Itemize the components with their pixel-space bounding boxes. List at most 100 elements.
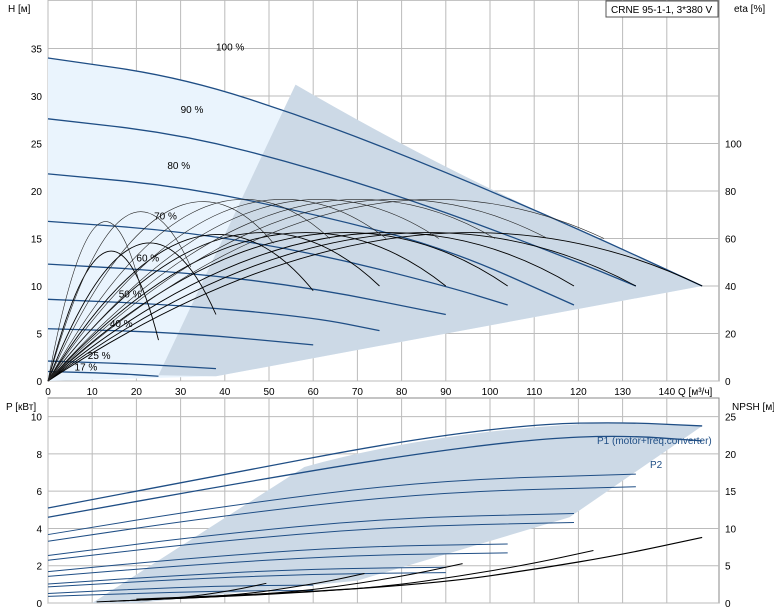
efficiency-curve <box>47 199 330 382</box>
y-tick-label: 0 <box>36 599 42 610</box>
power-ylabel: P [кВт] <box>6 402 36 413</box>
y2-tick-label: 5 <box>725 562 731 573</box>
y2-tick-label: 20 <box>725 330 737 341</box>
efficiency-curve <box>47 199 548 382</box>
y-tick-label: 15 <box>31 235 43 246</box>
curve-label: 70 % <box>154 212 177 223</box>
y-tick-label: 35 <box>31 45 43 56</box>
head-curves: 100 % 90 % 80 % 70 % 60 % 50 % 40 % 25 %17 % <box>47 42 703 382</box>
npsh-curve <box>96 582 267 603</box>
efficiency-curve <box>47 232 575 382</box>
y-tick-label: 6 <box>36 487 42 498</box>
power-curve <box>47 521 574 561</box>
y-tick-label: 25 <box>31 140 43 151</box>
p2-series-label: P2 <box>650 460 663 471</box>
power-operating-region <box>92 422 703 603</box>
npsh-ylabel: NPSH [м] <box>732 402 774 413</box>
efficiency-curve <box>47 232 447 382</box>
x-tick-label: 10 <box>87 387 99 398</box>
efficiency-curve <box>47 199 439 382</box>
x-tick-label: 110 <box>526 387 542 398</box>
x-tick-label: 20 <box>131 387 143 398</box>
y2-tick-label: 0 <box>725 599 731 610</box>
y2-tick-label: 15 <box>725 487 737 498</box>
head-curve <box>47 57 703 287</box>
power-curve <box>47 589 314 597</box>
curve-label: 25 % <box>88 351 111 362</box>
operating-region-dark <box>158 84 703 377</box>
x-tick-label: 60 <box>308 387 320 398</box>
head-curve <box>47 328 314 346</box>
power-curve <box>47 543 508 573</box>
curve-label: 60 % <box>136 253 159 264</box>
curve-label: 80 % <box>167 161 190 172</box>
head-title-box: CRNE 95-1-1, 3*380 V <box>605 0 719 18</box>
y-tick-label: 10 <box>31 413 43 424</box>
y2-tick-label: 60 <box>725 235 737 246</box>
efficiency-curve <box>47 199 605 382</box>
power-panel: 0 2 4 6 8 10 0 5 10 15 20 25 P [кВт] NPSH [м] P1 (m… <box>6 397 774 610</box>
power-curve <box>47 566 446 585</box>
x-tick-label: 30 <box>175 387 187 398</box>
head-ylabel: H [м] <box>8 4 31 15</box>
efficiency-curve <box>47 199 496 382</box>
x-tick-label: 40 <box>219 387 231 398</box>
power-curve <box>47 572 446 588</box>
power-curves <box>47 422 703 603</box>
x-tick-label: 130 <box>614 387 631 398</box>
power-curve <box>47 584 314 594</box>
efficiency-curve <box>47 232 637 382</box>
efficiency-curve <box>47 211 192 382</box>
y-tick-label: 2 <box>36 562 42 573</box>
curve-label: 17 % <box>75 363 98 374</box>
power-curve <box>47 486 636 542</box>
y2-tick-label: 100 <box>725 140 742 151</box>
y2-tick-label: 10 <box>725 524 737 535</box>
y-tick-label: 0 <box>36 377 42 388</box>
y2-tick-label: 20 <box>725 450 737 461</box>
y-tick-label: 10 <box>31 282 43 293</box>
title-box <box>605 0 719 18</box>
x-tick-label: 90 <box>440 387 452 398</box>
x-tick-label: 120 <box>570 387 587 398</box>
y2-tick-label: 80 <box>725 187 737 198</box>
efficiency-curve <box>47 199 387 382</box>
power-axis-ticks: 0 2 4 6 8 10 0 5 10 15 20 25 <box>31 413 737 610</box>
curve-label: 40 % <box>110 319 133 330</box>
x-tick-label: 140 <box>658 387 675 398</box>
p1-series-label: P1 (motor+freq.converter) <box>597 436 712 447</box>
x-tick-label: 80 <box>396 387 408 398</box>
power-curve <box>47 422 703 509</box>
head-axis-ticks: 0 10 20 30 40 50 60 70 80 90 100 110 120 130 140 0 5 10 15… <box>31 45 742 399</box>
efficiency-curve <box>47 250 159 382</box>
y2-tick-label: 25 <box>725 413 737 424</box>
power-curve <box>47 513 574 556</box>
efficiency-curve <box>47 232 703 382</box>
head-curve <box>47 263 446 316</box>
power-curve <box>47 473 636 536</box>
eta-ylabel: eta [%] <box>734 4 765 15</box>
y-tick-label: 5 <box>36 330 42 341</box>
curve-label: 90 % <box>181 105 204 116</box>
power-curve <box>47 435 703 518</box>
efficiency-curve <box>47 201 274 382</box>
power-curve <box>47 552 508 577</box>
head-curve <box>47 220 508 306</box>
x-tick-label: 0 <box>45 387 51 398</box>
y-tick-label: 20 <box>31 187 43 198</box>
efficiency-curve <box>47 242 217 382</box>
x-tick-label: 50 <box>263 387 275 398</box>
curve-label: 100 % <box>216 42 244 53</box>
y-tick-label: 30 <box>31 92 43 103</box>
efficiency-curve <box>47 221 143 382</box>
efficiency-curve <box>47 232 508 382</box>
curve-label: 50 % <box>119 289 142 300</box>
efficiency-curve <box>47 233 314 382</box>
y-tick-label: 4 <box>36 524 42 535</box>
flow-xlabel: Q [м³/ч] <box>678 387 713 398</box>
chart-title: CRNE 95-1-1, 3*380 V <box>611 5 712 16</box>
x-tick-label: 100 <box>482 387 499 398</box>
y-tick-label: 8 <box>36 450 42 461</box>
